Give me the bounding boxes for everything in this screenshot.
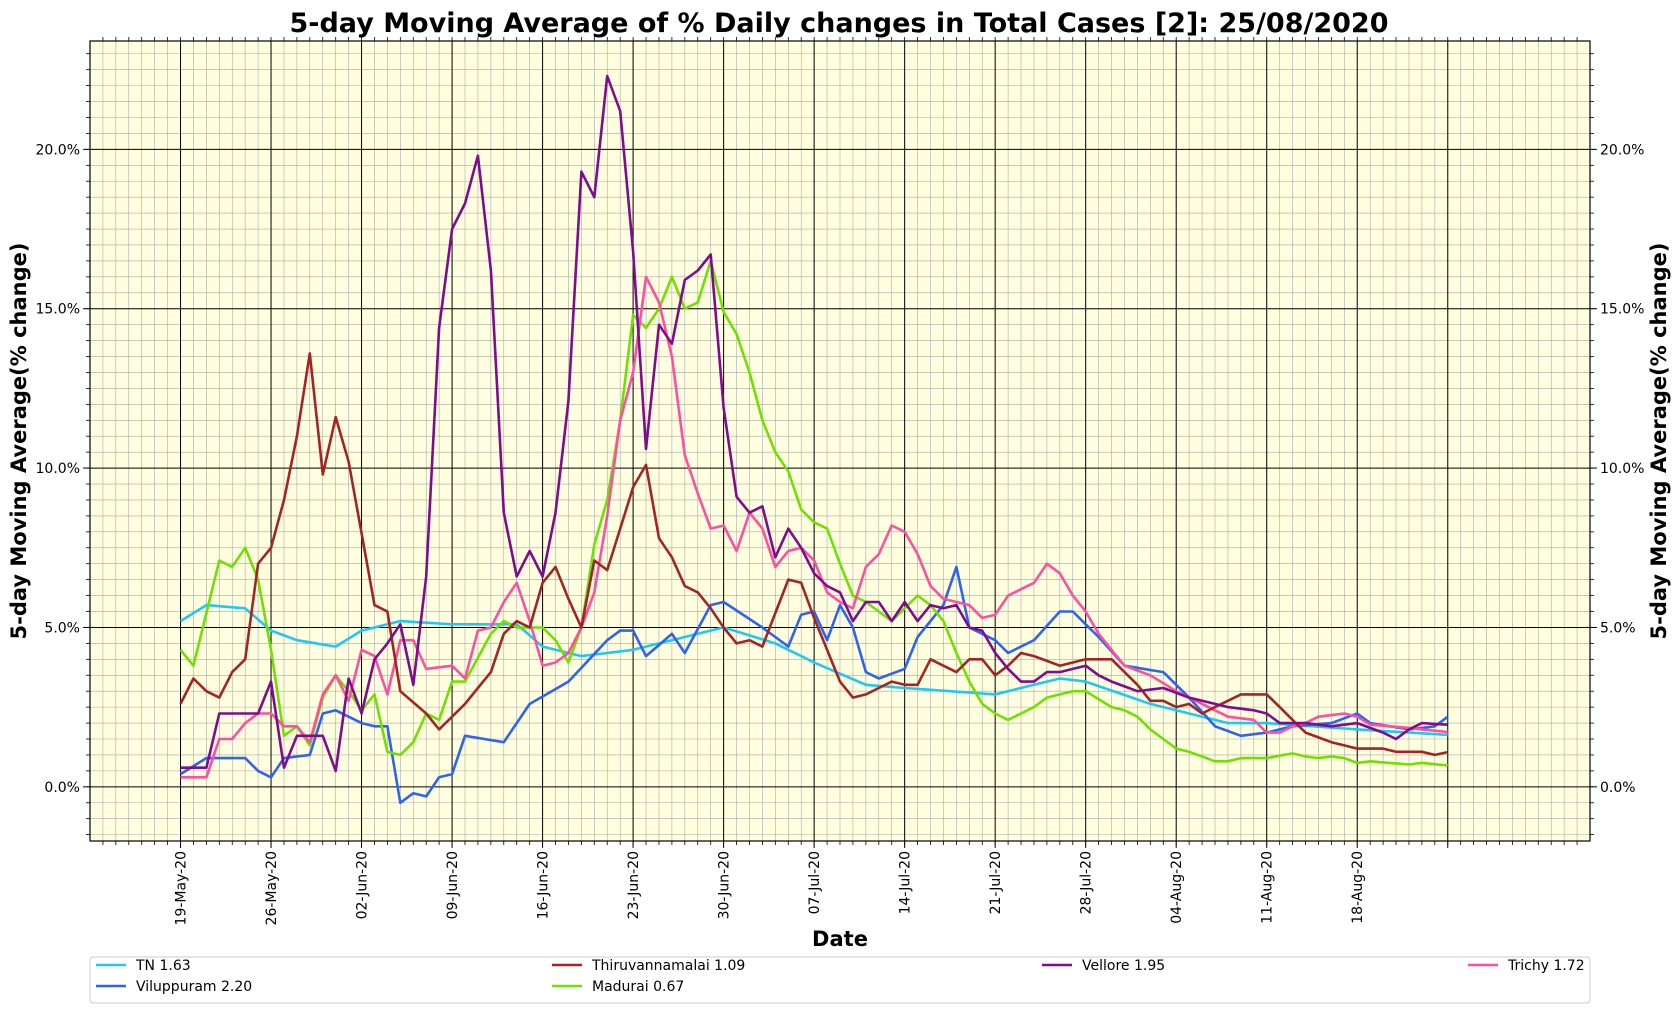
axis-ticks (83, 37, 1597, 848)
x-tick-label: 04-Aug-20 (1169, 851, 1185, 924)
y-tick-label-right: 10.0% (1600, 461, 1644, 477)
x-tick-label: 30-Jun-20 (717, 851, 733, 919)
minor-gridlines (90, 41, 1590, 841)
y-tick-label: 20.0% (36, 142, 80, 158)
chart-title: 5-day Moving Average of % Daily changes … (289, 8, 1388, 39)
y-tick-label: 0.0% (44, 780, 80, 796)
x-tick-label: 28-Jul-20 (1079, 851, 1095, 914)
y-tick-label: 5.0% (44, 620, 80, 636)
x-tick-label: 18-Aug-20 (1350, 851, 1366, 924)
x-axis-label: Date (812, 927, 868, 951)
y-tick-label-right: 5.0% (1600, 620, 1636, 636)
x-tick-label: 21-Jul-20 (988, 851, 1004, 914)
x-tick-label: 09-Jun-20 (445, 851, 461, 919)
x-tick-label: 26-May-20 (264, 851, 280, 925)
legend-label-thiruvannamalai: Thiruvannamalai 1.09 (591, 958, 745, 974)
legend-label-trichy: Trichy 1.72 (1507, 958, 1585, 974)
y-tick-label: 15.0% (36, 302, 80, 318)
series-line-tn (179, 603, 1448, 737)
y-tick-label-right: 0.0% (1600, 780, 1636, 796)
y-tick-label-right: 20.0% (1600, 142, 1644, 158)
x-tick-label: 23-Jun-20 (626, 851, 642, 919)
series-line-madurai (179, 259, 1448, 767)
series-lines (179, 74, 1449, 805)
legend-label-viluppuram: Viluppuram 2.20 (136, 979, 252, 995)
y-tick-labels-left: 0.0% 5.0% 10.0% 15.0% 20.0% (36, 142, 80, 795)
series-line-trichy (180, 275, 1448, 779)
x-tick-labels: 19-May-20 26-May-20 02-Jun-20 09-Jun-20 16-J… (174, 851, 1367, 925)
y-tick-labels-right: 0.0% 5.0% 10.0% 15.0% 20.0% (1600, 142, 1644, 795)
x-tick-label: 07-Jul-20 (807, 851, 823, 914)
legend-label-tn: TN 1.63 (135, 958, 191, 974)
legend-label-vellore: Vellore 1.95 (1082, 958, 1165, 974)
y-axis-label-right: 5-day Moving Average(% change) (1647, 243, 1671, 640)
y-axis-label-left: 5-day Moving Average(% change) (7, 243, 31, 640)
x-tick-label: 14-Jul-20 (898, 851, 914, 914)
legend: TN 1.63 Viluppuram 2.20 Thiruvannamalai 1.… (89, 956, 1591, 1004)
series-line-vellore (180, 74, 1448, 773)
legend-box (89, 956, 1591, 1004)
y-tick-label-right: 15.0% (1600, 302, 1644, 318)
major-gridlines (90, 41, 1590, 841)
x-tick-label: 19-May-20 (174, 851, 190, 925)
x-tick-label: 11-Aug-20 (1260, 851, 1276, 924)
y-tick-label: 10.0% (36, 461, 80, 477)
legend-label-madurai: Madurai 0.67 (592, 979, 684, 995)
x-tick-label: 02-Jun-20 (355, 851, 371, 919)
x-tick-label: 16-Jun-20 (536, 851, 552, 919)
